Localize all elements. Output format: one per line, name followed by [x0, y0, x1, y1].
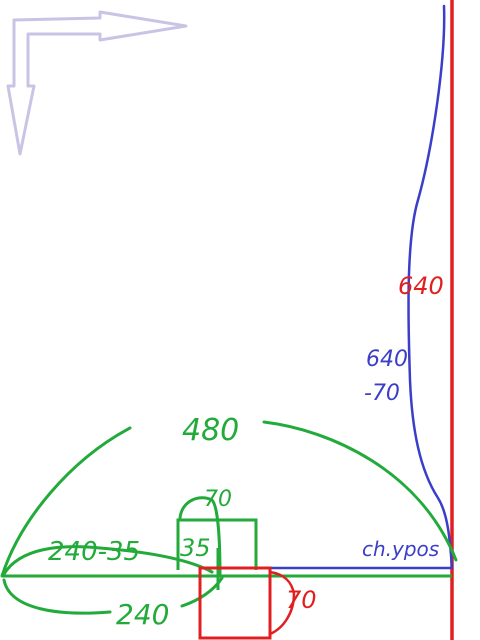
height-measure-line — [407, 4, 454, 570]
left-offset-arc — [2, 545, 214, 576]
ypos-label: ch.ypos — [362, 537, 439, 561]
total-width-arc-right — [262, 420, 458, 562]
y-axis-arrow-icon — [6, 18, 36, 156]
left-offset-label: 240-35 — [48, 537, 140, 567]
axis-arrows-icon — [6, 10, 188, 156]
height-minus-box-label-line2: -70 — [364, 381, 400, 406]
half-screen-arc — [2, 578, 112, 615]
box-height-bracket — [268, 570, 296, 636]
height-minus-box-label-line1: 640 — [366, 347, 408, 372]
total-width-arc — [0, 426, 132, 578]
total-width-label: 480 — [182, 413, 239, 448]
box-height-label: 70 — [286, 586, 317, 614]
box-width-label: 70 — [204, 487, 232, 512]
object-box — [198, 566, 272, 640]
half-box-label: 35 — [180, 534, 211, 562]
half-screen-label: 240 — [116, 598, 169, 631]
screen-height-label: 640 — [398, 272, 444, 300]
x-axis-arrow-icon — [12, 10, 188, 88]
half-screen-arc-right — [180, 576, 224, 608]
half-box-arc — [178, 496, 222, 578]
